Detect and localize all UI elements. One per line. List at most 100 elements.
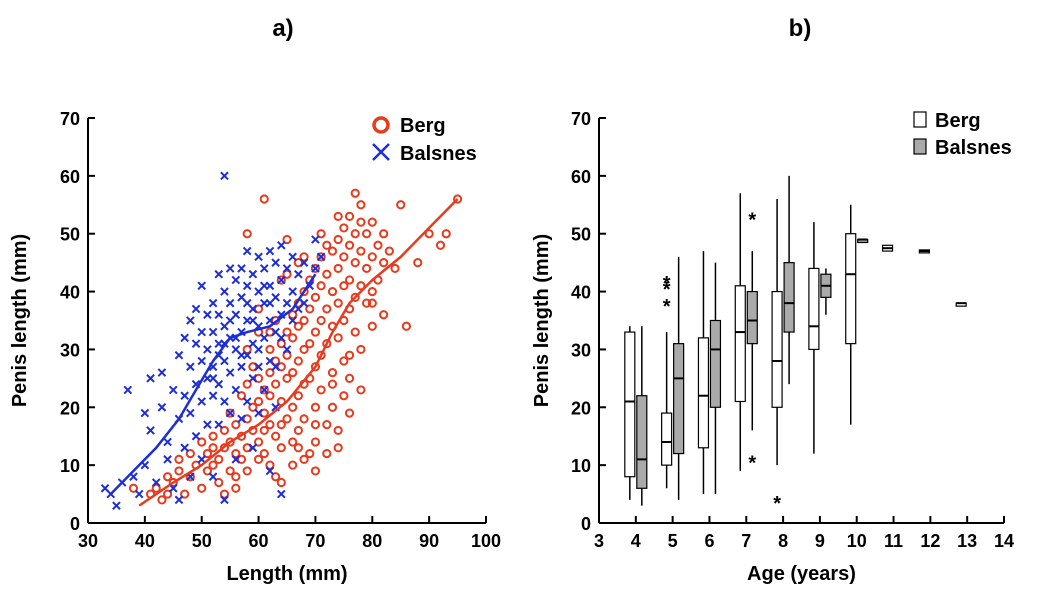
- berg-point: [276, 420, 286, 430]
- berg-point: [293, 356, 303, 366]
- berg-point: [293, 321, 303, 331]
- berg-point: [396, 200, 406, 210]
- y-axis-label: Penis length (mm): [9, 234, 31, 407]
- berg-point: [322, 339, 332, 349]
- berg-point: [367, 217, 377, 227]
- berg-point: [242, 344, 252, 355]
- berg-point: [310, 292, 321, 302]
- berg-trend-line: [138, 198, 459, 507]
- berg-point: [316, 385, 326, 395]
- balsnes-box: [673, 343, 685, 455]
- balsnes-point: [231, 275, 241, 285]
- balsnes-point: [186, 316, 195, 325]
- balsnes-point: [168, 483, 178, 493]
- balsnes-point: [168, 385, 178, 395]
- balsnes-point: [140, 408, 150, 418]
- berg-point: [242, 466, 252, 476]
- y-tick-label: 60: [571, 167, 591, 187]
- berg-point: [174, 454, 184, 464]
- balsnes-point: [248, 443, 258, 453]
- berg-point: [202, 448, 212, 459]
- berg-box: [808, 267, 820, 351]
- balsnes-point: [146, 426, 155, 435]
- balsnes-point: [191, 431, 201, 441]
- y-tick-label: 40: [571, 283, 591, 303]
- balsnes-point: [259, 264, 269, 273]
- berg-point: [327, 286, 338, 297]
- balsnes-point: [112, 501, 121, 510]
- balsnes-point: [265, 298, 275, 308]
- balsnes-point: [214, 310, 224, 320]
- balsnes-point: [203, 310, 212, 320]
- berg-point: [367, 298, 377, 308]
- berg-outlier: *: [663, 273, 671, 295]
- berg-box: [697, 337, 710, 449]
- berg-point: [327, 246, 338, 256]
- berg-point: [344, 275, 355, 285]
- berg-box: [624, 331, 636, 478]
- legend-marker-berg: [372, 116, 390, 134]
- balsnes-point: [265, 466, 275, 476]
- berg-point: [305, 448, 315, 459]
- balsnes-point: [259, 385, 269, 395]
- berg-point: [293, 443, 303, 453]
- balsnes-point: [248, 374, 258, 383]
- berg-point: [276, 339, 286, 349]
- berg-point: [197, 437, 207, 447]
- x-tick-label: 6: [704, 531, 714, 551]
- berg-point: [356, 217, 366, 227]
- balsnes-box: [746, 290, 758, 345]
- berg-point: [214, 454, 224, 464]
- berg-point: [225, 466, 235, 476]
- x-tick-label: 9: [815, 531, 825, 551]
- berg-point: [356, 385, 366, 395]
- balsnes-box: [783, 262, 795, 333]
- balsnes-box: [636, 395, 648, 489]
- balsnes-trend-line: [109, 273, 317, 495]
- berg-point: [208, 443, 218, 453]
- legend-label-berg: Berg: [400, 115, 446, 137]
- berg-point: [299, 286, 309, 297]
- balsnes-point: [294, 269, 303, 279]
- berg-point: [174, 466, 184, 476]
- berg-point: [327, 367, 338, 378]
- berg-point: [151, 483, 161, 493]
- x-tick-label: 50: [192, 531, 212, 551]
- berg-point: [282, 269, 292, 279]
- berg-point: [259, 408, 269, 418]
- panel-label-b: b): [789, 15, 812, 42]
- berg-point: [231, 472, 241, 482]
- balsnes-point: [288, 252, 297, 262]
- x-tick-label: 40: [135, 531, 155, 551]
- berg-point: [344, 211, 355, 221]
- balsnes-point: [208, 327, 218, 337]
- balsnes-point: [242, 298, 252, 308]
- berg-point: [265, 367, 275, 378]
- x-tick-label: 12: [920, 531, 940, 551]
- berg-point: [322, 269, 332, 279]
- berg-point: [350, 229, 360, 239]
- berg-point: [253, 396, 264, 407]
- berg-point: [367, 252, 377, 262]
- berg-point: [356, 200, 366, 210]
- berg-point: [316, 315, 326, 326]
- balsnes-point: [225, 368, 235, 377]
- berg-point: [242, 443, 252, 453]
- berg-point: [282, 414, 292, 424]
- berg-point: [379, 310, 389, 320]
- balsnes-point: [225, 298, 235, 308]
- berg-point: [271, 356, 281, 366]
- balsnes-point: [191, 339, 201, 348]
- berg-point: [242, 414, 252, 424]
- berg-point: [339, 223, 349, 233]
- balsnes-point: [265, 246, 275, 256]
- berg-point: [322, 420, 332, 430]
- balsnes-point: [254, 362, 263, 372]
- berg-point: [310, 402, 321, 412]
- x-tick-label: 100: [471, 531, 501, 551]
- berg-point: [293, 258, 303, 268]
- berg-point: [339, 252, 349, 262]
- berg-point: [202, 466, 212, 476]
- berg-point: [333, 263, 343, 274]
